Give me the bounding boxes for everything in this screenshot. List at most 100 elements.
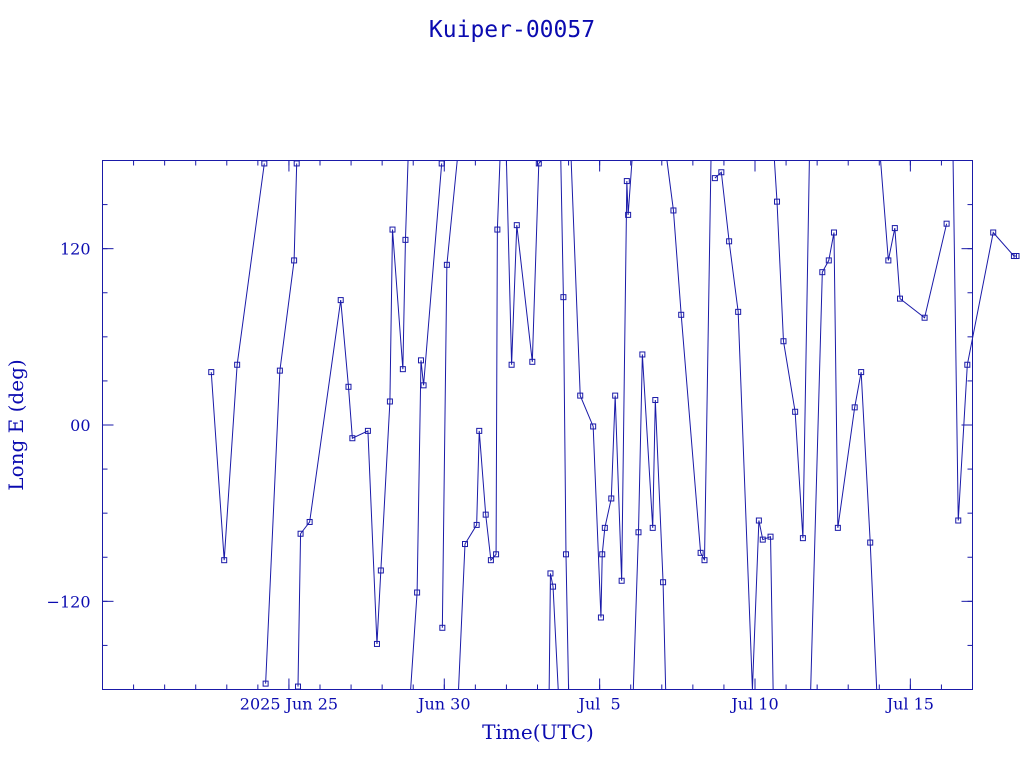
data-point (234, 361, 241, 368)
series-line (570, 160, 633, 618)
data-point (547, 570, 554, 577)
data-point (291, 257, 298, 264)
series-line (297, 160, 409, 687)
data-point (943, 220, 950, 227)
data-point (858, 369, 865, 376)
series-line (632, 354, 667, 690)
y-tick-label: 120 (60, 240, 91, 259)
data-point (891, 225, 898, 232)
data-point (476, 427, 483, 434)
data-point (792, 408, 799, 415)
data-point (349, 435, 356, 442)
data-point (262, 680, 269, 687)
data-point (473, 521, 480, 528)
data-point (345, 383, 352, 390)
data-point (462, 541, 468, 548)
data-point (438, 160, 445, 167)
data-point (670, 207, 677, 214)
axis-tick-labels: 2025 Jun 25 Jun 30 Jul 5 Jul 10 Jul 15 −120 00… (47, 240, 934, 714)
data-point (297, 530, 304, 537)
data-point (639, 351, 646, 358)
data-point (221, 557, 228, 564)
data-point (276, 367, 283, 374)
data-point (508, 361, 515, 368)
x-tick-label: Jul 10 (729, 695, 778, 714)
data-point (735, 308, 742, 315)
data-point (562, 551, 569, 558)
data-point (599, 551, 606, 558)
data-point (623, 178, 630, 185)
data-point (612, 392, 619, 399)
data-point (535, 160, 542, 167)
data-point (921, 314, 928, 321)
data-point (261, 160, 268, 167)
data-point (494, 226, 501, 233)
data-point (955, 517, 962, 524)
data-point (767, 533, 774, 540)
data-point (364, 427, 371, 434)
data-point (759, 536, 766, 543)
data-point (601, 524, 608, 531)
chart-title: Kuiper-00057 (429, 17, 595, 43)
series-line (773, 160, 810, 539)
series-line (714, 171, 774, 690)
data-point (208, 369, 215, 376)
data-point (718, 169, 725, 176)
data-point (402, 236, 409, 243)
data-point (420, 382, 427, 389)
data-point (377, 567, 384, 574)
data-point (417, 357, 424, 364)
data-point (399, 366, 406, 373)
data-point (608, 495, 615, 502)
data-point (825, 257, 832, 264)
data-point (819, 269, 826, 276)
data-point (597, 614, 604, 621)
series-line (265, 163, 298, 684)
data-point (529, 358, 536, 365)
data-point (337, 297, 344, 304)
data-point (885, 257, 892, 264)
data-point (373, 640, 380, 647)
data-point (386, 398, 393, 405)
y-tick-label: −120 (47, 592, 91, 611)
series-line (666, 160, 712, 561)
data-point (990, 229, 997, 236)
data-point (867, 539, 874, 546)
data-point (625, 211, 632, 218)
series-group (208, 160, 1020, 690)
x-tick-label: Jun 30 (416, 695, 470, 714)
x-axis-label: Time(UTC) (482, 720, 594, 744)
data-point (389, 226, 396, 233)
data-point (774, 198, 781, 205)
data-point (493, 551, 500, 558)
data-point (678, 311, 685, 318)
data-point (618, 577, 625, 584)
data-point (897, 295, 903, 302)
data-point (560, 294, 567, 301)
series-line (410, 163, 443, 690)
x-tick-label: Jul 5 (577, 695, 621, 714)
series-line (458, 160, 542, 690)
data-point (652, 397, 659, 404)
data-point (1013, 253, 1020, 260)
data-point (550, 583, 557, 590)
data-point (830, 229, 837, 236)
x-tick-label: 2025 Jun 25 (240, 695, 338, 714)
y-tick-label: 00 (70, 416, 90, 435)
data-point (834, 524, 841, 531)
data-point (780, 338, 787, 345)
data-point (649, 524, 656, 531)
data-point (964, 361, 971, 368)
series-line (548, 573, 559, 690)
data-point (635, 529, 642, 536)
data-point (513, 222, 520, 229)
data-point (726, 238, 733, 245)
data-point (487, 557, 494, 564)
data-point (293, 160, 300, 167)
data-point (443, 261, 450, 268)
axis-ticks (102, 160, 973, 690)
data-point (482, 511, 489, 518)
data-point (306, 518, 313, 525)
series-line (880, 160, 948, 319)
